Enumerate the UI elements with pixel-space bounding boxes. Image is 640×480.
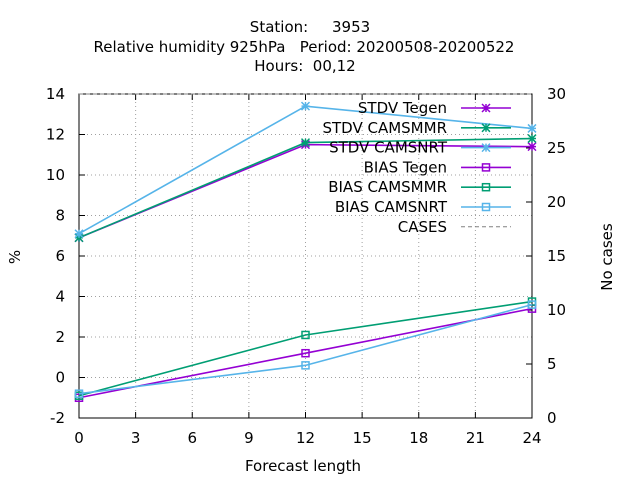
series-2 [74,101,537,239]
title-line-1: Station: 3953 [250,18,370,36]
x-axis-label: Forecast length [245,457,361,475]
y-tick-label: 6 [55,247,65,265]
legend-marker [481,143,491,153]
legend-entry-4: BIAS CAMSMMR [328,178,511,196]
y-tick-label: 14 [46,85,65,103]
series-line [78,307,533,399]
series-4 [74,297,537,400]
legend-label: BIAS CAMSNRT [335,198,448,216]
series-1 [74,134,537,243]
legend-marker [481,163,491,172]
data-point [301,330,310,340]
data-point [527,300,537,309]
data-point [301,348,310,358]
title-line-2: Relative humidity 925hPa Period: 2020050… [94,38,515,56]
data-point [300,138,311,148]
y2-tick-label: 30 [547,85,566,103]
y-tick-label: 8 [55,207,65,225]
y2-tick-label: 25 [547,139,566,157]
legend-marker [481,182,491,192]
legend-entry-6: CASES [398,218,511,236]
x-tick-label: 18 [409,429,428,447]
y2-tick-label: 10 [547,301,566,319]
data-point [527,123,537,133]
series-line [78,300,533,397]
series-lines [74,93,537,402]
y2-tick-label: 5 [547,355,557,373]
x-tick-label: 9 [244,429,254,447]
y2-tick-label: 0 [547,409,557,427]
series-5 [74,300,537,398]
x-tick-label: 3 [131,429,141,447]
legend-entry-0: STDV Tegen [358,99,511,117]
title-line-3: Hours: 00,12 [254,57,355,75]
x-tick-label: 21 [466,429,485,447]
legend-entry-2: STDV CAMSNRT [329,139,511,157]
data-point [74,389,84,398]
legend-entry-3: BIAS Tegen [364,158,511,176]
y-tick-label: 10 [46,166,65,184]
y-tick-label: 4 [55,288,65,306]
data-point [301,361,310,370]
data-point [74,229,84,239]
chart-title: Station: 3953 Relative humidity 925hPa P… [94,18,515,75]
y2-axis-label: No cases [598,223,616,291]
legend-entry-1: STDV CAMSMMR [322,119,511,137]
legend-label: STDV CAMSNRT [329,139,448,157]
data-point [300,101,311,111]
legend-marker [481,123,491,133]
x-tick-label: 0 [74,429,84,447]
y-tick-label: 12 [46,126,65,144]
x-tick-label: 12 [296,429,315,447]
legend-label: CASES [398,218,447,236]
legend-label: STDV Tegen [358,99,447,117]
data-point [74,233,84,243]
y-tick-label: 2 [55,328,65,346]
legend-entry-5: BIAS CAMSNRT [335,198,511,216]
x-tick-label: 6 [187,429,197,447]
y2-tick-label: 20 [547,193,566,211]
y-tick-label: -2 [50,409,65,427]
x-tick-label: 24 [522,429,541,447]
y-tick-label: 0 [55,369,65,387]
x-tick-label: 15 [353,429,372,447]
legend-marker [481,202,491,212]
data-point [527,142,537,152]
y-axis-label: % [6,250,24,264]
legend-label: STDV CAMSMMR [322,119,447,137]
data-point [527,134,537,144]
legend-label: BIAS Tegen [364,158,447,176]
legend-marker [481,103,491,113]
y2-tick-label: 15 [547,247,566,265]
legend-label: BIAS CAMSMMR [328,178,447,196]
series-line [78,303,533,395]
